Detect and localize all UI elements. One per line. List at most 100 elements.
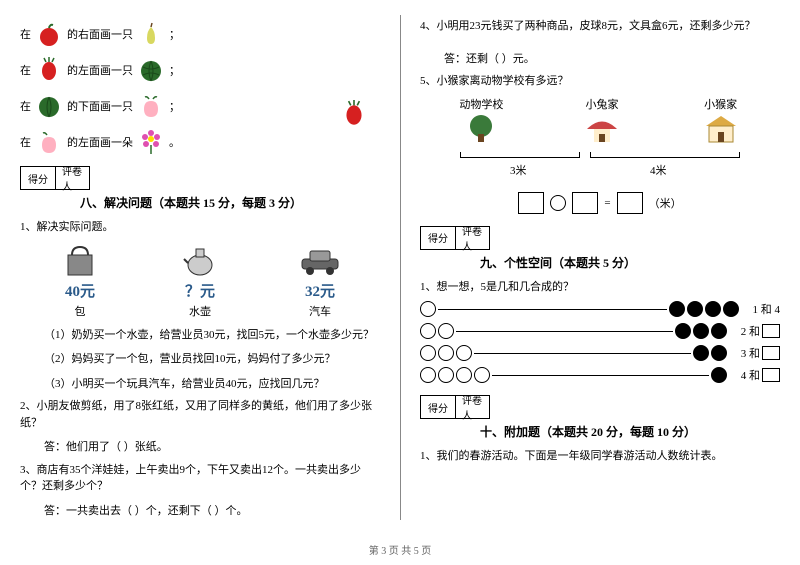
bead-line — [438, 309, 667, 310]
shopping-items: 40元 包 ？元 水壶 32元 汽车 — [20, 242, 380, 319]
watermelon-icon — [35, 92, 63, 120]
bead-label: 3 和 — [741, 345, 760, 361]
dir-prefix: 在 — [20, 26, 31, 42]
eq-box[interactable] — [617, 192, 643, 214]
floating-radish-icon — [340, 100, 368, 131]
bead-filled — [693, 345, 709, 361]
flower-icon — [137, 128, 165, 156]
dir-suffix: ； — [169, 98, 180, 114]
bead-empty — [438, 345, 454, 361]
score-cell-1: 得分 — [20, 166, 55, 190]
direction-row-3: 在 的下面画一只 ； — [20, 92, 380, 120]
score-cell-1: 得分 — [420, 395, 455, 419]
distance-line: 3米 4米 — [440, 150, 760, 180]
school-animal: 动物学校 — [459, 96, 503, 144]
bead-line — [492, 375, 709, 376]
sub-q-1-1: （1）奶奶买一个水壶，给营业员30元，找回5元，一个水壶多少元？ — [44, 327, 380, 344]
mushroom-house-icon — [582, 114, 622, 144]
bead-label: 2 和 — [741, 323, 760, 339]
bead-label: 4 和 — [741, 367, 760, 383]
radish-icon — [35, 56, 63, 84]
item-bag: 40元 包 — [58, 242, 102, 319]
apple-icon — [35, 20, 63, 48]
house-icon — [701, 114, 741, 144]
item-name: 水壶 — [189, 303, 211, 319]
dir-prefix: 在 — [20, 134, 31, 150]
answer-box[interactable] — [762, 324, 780, 338]
sub-q-1-2: （2）妈妈买了一个包，营业员找回10元，妈妈付了多少元？ — [44, 351, 380, 368]
bead-empty — [438, 323, 454, 339]
school-monkey: 小猴家 — [701, 96, 741, 144]
school-rabbit: 小兔家 — [582, 96, 622, 144]
bead-filled — [723, 301, 739, 317]
question-10-1: 1、我们的春游活动。下面是一年级同学春游活动人数统计表。 — [420, 448, 780, 465]
item-kettle: ？元 水壶 — [178, 242, 222, 319]
direction-row-4: 在 的左面画一朵 。 — [20, 128, 380, 156]
score-cell-2: 评卷人 — [455, 226, 490, 250]
section-10-title: 十、附加题（本题共 20 分，每题 10 分） — [480, 423, 780, 440]
bead-empty — [456, 367, 472, 383]
bead-row: 3 和 — [420, 345, 780, 361]
answer-box[interactable] — [762, 368, 780, 382]
bead-filled — [675, 323, 691, 339]
left-column: 在 的右面画一只 ； 在 的左面画一只 ； 在 的下面画一只 ； 在 — [0, 0, 400, 565]
item-price: 32元 — [305, 280, 335, 301]
bead-filled — [693, 323, 709, 339]
dist-label-1: 3米 — [510, 162, 527, 178]
bead-empty — [420, 367, 436, 383]
bead-row: 4 和 — [420, 367, 780, 383]
bead-empty — [420, 323, 436, 339]
bead-empty — [456, 345, 472, 361]
item-car: 32元 汽车 — [298, 242, 342, 319]
question-9-1: 1、想一想，5是几和几合成的？ — [420, 279, 780, 296]
bead-filled — [669, 301, 685, 317]
bead-filled — [705, 301, 721, 317]
dist-brace-1 — [460, 150, 580, 158]
direction-row-1: 在 的右面画一只 ； — [20, 20, 380, 48]
section-8-title: 八、解决问题（本题共 15 分，每题 3 分） — [80, 194, 380, 211]
dir-text: 的左面画一只 — [67, 62, 133, 78]
eq-box[interactable] — [572, 192, 598, 214]
item-name: 汽车 — [309, 303, 331, 319]
question-4: 4、小明用23元钱买了两种商品，皮球8元，文具盒6元，还剩多少元？ — [420, 18, 780, 35]
score-cell-2: 评卷人 — [55, 166, 90, 190]
item-price: 40元 — [65, 280, 95, 301]
question-5: 5、小猴家离动物学校有多远？ — [420, 73, 780, 90]
bead-filled — [711, 323, 727, 339]
dir-suffix: ； — [169, 62, 180, 78]
answer-box[interactable] — [762, 346, 780, 360]
dir-prefix: 在 — [20, 62, 31, 78]
school-label: 小兔家 — [585, 96, 618, 112]
score-table: 得分 评卷人 — [420, 395, 780, 419]
bead-empty — [474, 367, 490, 383]
bag-icon — [58, 242, 102, 278]
peach-icon — [137, 92, 165, 120]
bead-label: 1 和 4 — [753, 301, 781, 317]
bead-empty — [420, 301, 436, 317]
bead-empty — [420, 345, 436, 361]
dir-text: 的下面画一只 — [67, 98, 133, 114]
beads-container: 1 和 4 2 和 3 和 4 和 — [420, 301, 780, 383]
eq-equals: = — [604, 197, 610, 209]
eq-circle[interactable] — [550, 195, 566, 211]
section-9-title: 九、个性空间（本题共 5 分） — [480, 254, 780, 271]
question-2: 2、小朋友做剪纸，用了8张红纸，又用了同样多的黄纸，他们用了多少张纸？ — [20, 398, 380, 431]
dist-label-2: 4米 — [650, 162, 667, 178]
watermelon-icon — [137, 56, 165, 84]
bead-line — [456, 331, 673, 332]
dir-prefix: 在 — [20, 98, 31, 114]
sub-q-1-3: （3）小明买一个玩具汽车，给营业员40元，应找回几元？ — [44, 376, 380, 393]
school-row: 动物学校 小兔家 小猴家 — [420, 96, 780, 144]
eq-box[interactable] — [518, 192, 544, 214]
school-label: 小猴家 — [704, 96, 737, 112]
answer-2: 答：他们用了（ ）张纸。 — [44, 439, 380, 456]
bead-empty — [438, 367, 454, 383]
score-cell-2: 评卷人 — [455, 395, 490, 419]
bead-filled — [711, 345, 727, 361]
page-footer: 第 3 页 共 5 页 — [0, 542, 800, 557]
question-3: 3、商店有35个洋娃娃，上午卖出9个，下午又卖出12个。一共卖出多少个？还剩多少… — [20, 462, 380, 495]
car-icon — [298, 242, 342, 278]
eq-unit: （米） — [649, 195, 682, 211]
bead-line — [474, 353, 691, 354]
score-cell-1: 得分 — [420, 226, 455, 250]
